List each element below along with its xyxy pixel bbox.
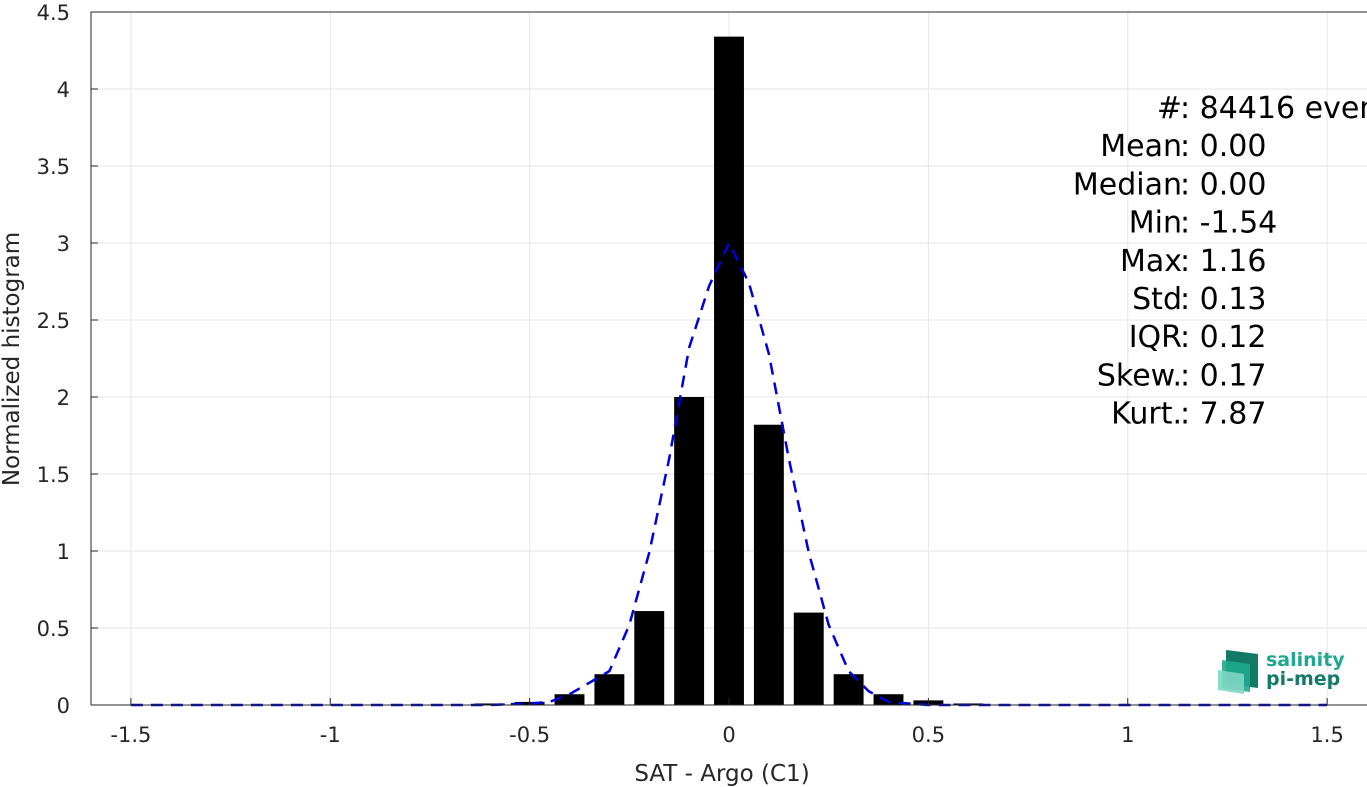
- y-tick-label: 3: [57, 232, 70, 256]
- stat-label: Max: [1120, 244, 1182, 279]
- y-tick-label: 1: [57, 540, 70, 564]
- x-axis-label: SAT - Argo (C1): [634, 761, 809, 787]
- x-tick-label: -1.5: [110, 723, 151, 747]
- y-tick-label: 0: [57, 694, 70, 718]
- histogram-bars: [474, 36, 984, 705]
- y-tick-label: 4.5: [37, 1, 70, 25]
- axis-frame: [90, 11, 1367, 705]
- histogram-bar: [594, 674, 625, 705]
- y-tick-label: 2: [57, 386, 70, 410]
- histogram-bar: [474, 703, 505, 705]
- histogram-bar: [634, 611, 665, 705]
- stat-value: : 7.87: [1180, 397, 1266, 432]
- stat-value: : 0.00: [1180, 129, 1266, 164]
- x-tick-label: -0.5: [509, 723, 550, 747]
- x-tick-label: 1.5: [1310, 723, 1343, 747]
- x-tick-label: 0.5: [912, 723, 945, 747]
- stat-value: : 1.16: [1180, 244, 1266, 279]
- stat-label: Std: [1132, 282, 1182, 317]
- stat-label: Median: [1073, 167, 1182, 202]
- stat-label: #: [1157, 91, 1182, 126]
- tick-labels: -1.5 -1 -0.5 0 0.5 1 1.5 0 0.5 1 1.5 2 2.5 3 3.5 4 4.5: [37, 1, 1344, 747]
- stat-value: : 0.13: [1180, 282, 1266, 317]
- histogram-bar: [554, 694, 585, 705]
- stat-value: : 0.17: [1180, 358, 1266, 393]
- logo-line2: pi-mep: [1266, 668, 1340, 690]
- stat-value: : -1.54: [1180, 206, 1277, 241]
- y-axis-label: Normalized histogram: [0, 232, 25, 486]
- axes: [90, 11, 1367, 706]
- stat-label: Min: [1129, 206, 1182, 241]
- stat-value: : 0.12: [1180, 320, 1266, 355]
- stat-label: Skew.: [1097, 358, 1182, 393]
- logo-line1: salinity: [1266, 649, 1345, 671]
- y-tick-label: 1.5: [37, 463, 70, 487]
- stat-label: Kurt.: [1111, 397, 1182, 432]
- stat-label: Mean: [1100, 129, 1182, 164]
- y-tick-label: 0.5: [37, 617, 70, 641]
- histogram-bar: [873, 694, 904, 705]
- stat-label: IQR: [1129, 320, 1182, 355]
- stat-value: : 84416 events: [1180, 91, 1367, 126]
- y-tick-label: 2.5: [37, 309, 70, 333]
- histogram-bar: [674, 397, 705, 705]
- x-tick-label: -1: [320, 723, 341, 747]
- salinity-pi-mep-logo: salinity pi-mep: [1218, 649, 1345, 694]
- wave-logo-icon: [1218, 650, 1258, 694]
- histogram-bar: [753, 424, 784, 705]
- x-tick-label: 0: [722, 723, 735, 747]
- y-tick-label: 3.5: [37, 155, 70, 179]
- y-tick-label: 4: [57, 78, 70, 102]
- stat-value: : 0.00: [1180, 167, 1266, 202]
- histogram-bar: [714, 36, 744, 705]
- histogram-bar: [793, 612, 824, 705]
- x-tick-label: 1: [1121, 723, 1134, 747]
- histogram-bar: [833, 674, 864, 705]
